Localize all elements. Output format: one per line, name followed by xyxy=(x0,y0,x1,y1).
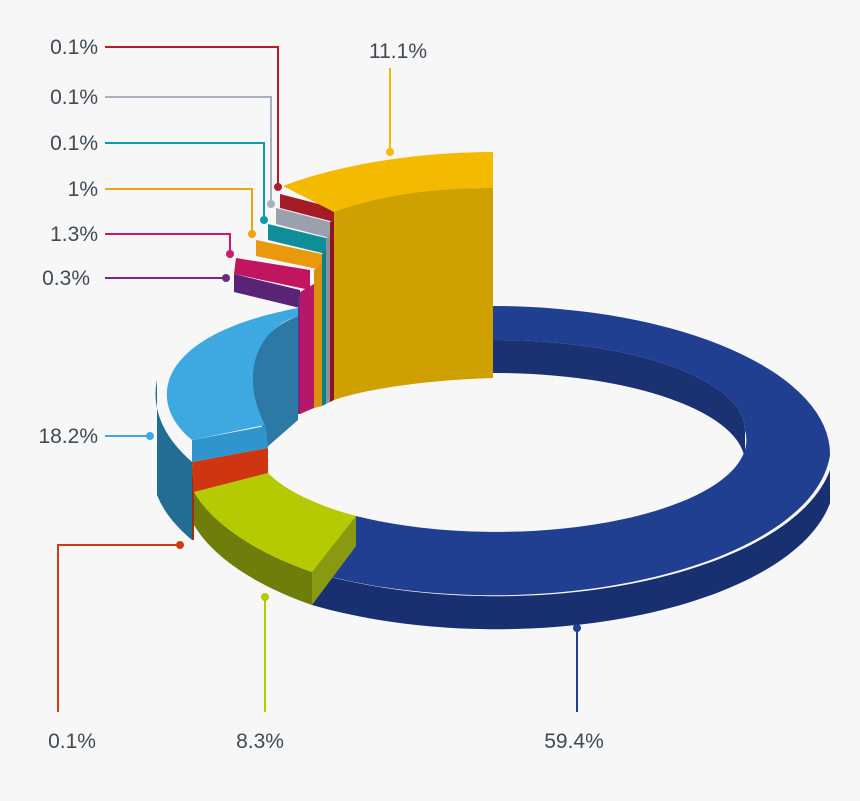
value-label-teal: 0.1% xyxy=(50,132,98,155)
slice-magenta xyxy=(234,258,310,290)
slice-lightblue xyxy=(155,308,298,540)
slice-green xyxy=(194,473,356,605)
callout-line-orange xyxy=(105,188,253,234)
value-label-lightblue: 18.2% xyxy=(38,425,98,448)
slice-blue xyxy=(312,306,831,630)
slice-blue-side-outer xyxy=(312,470,830,630)
slice-orange xyxy=(256,240,322,270)
slice-yellow-side xyxy=(334,188,493,400)
value-label-red: 0.1% xyxy=(48,730,96,753)
value-label-green: 8.3% xyxy=(236,730,284,753)
slice-red-top xyxy=(192,448,268,492)
slice-teal xyxy=(268,224,326,254)
slice-red-side xyxy=(192,462,194,540)
slice-lightblue-inner-wall xyxy=(250,316,298,448)
callout-dot-darkred xyxy=(274,183,282,191)
callout-line-magenta xyxy=(105,233,231,254)
slice-red xyxy=(192,448,268,540)
callout-dot-purple xyxy=(222,274,230,282)
slice-darkred xyxy=(280,194,334,222)
value-label-blue: 59.4% xyxy=(544,730,604,753)
callout-dot-orange xyxy=(248,230,256,238)
slice-green-top xyxy=(194,473,356,572)
slice-lightblue-lip xyxy=(192,426,268,462)
callout-dot-teal xyxy=(260,216,268,224)
slice-green-side xyxy=(194,492,312,605)
slice-blue-inner-wall xyxy=(493,339,745,463)
callout-dot-gray xyxy=(267,200,275,208)
slice-small-stack xyxy=(234,194,334,414)
callout-dot-lightblue xyxy=(146,432,154,440)
slice-yellow xyxy=(283,152,493,400)
callout-line-red xyxy=(57,544,180,712)
callout-dot-red xyxy=(176,541,184,549)
slice-purple xyxy=(234,274,300,308)
value-label-gray: 0.1% xyxy=(50,86,98,109)
slice-green-cut xyxy=(312,516,356,605)
slice-magenta-front xyxy=(300,284,314,414)
value-label-orange: 1% xyxy=(68,178,98,201)
slice-lightblue-top xyxy=(166,308,298,440)
callouts: 59.4% 8.3% 0.1% 18.2% 0.3% 1.3% 1% 0.1% 0.1% 0.1%… xyxy=(38,36,603,753)
slice-gray xyxy=(276,208,330,238)
callout-line-teal xyxy=(105,142,265,220)
value-label-yellow: 11.1% xyxy=(369,40,427,63)
value-label-magenta: 1.3% xyxy=(50,223,98,246)
callout-dot-magenta xyxy=(226,250,234,258)
callout-line-gray xyxy=(105,96,272,204)
slice-darkred-front xyxy=(330,220,334,402)
slice-purple-front xyxy=(298,296,300,414)
callout-line-darkred xyxy=(105,46,279,187)
callout-dot-yellow xyxy=(386,148,394,156)
callout-dot-green xyxy=(261,593,269,601)
slice-yellow-top xyxy=(283,152,493,212)
slice-gray-front xyxy=(326,236,330,404)
slice-teal-front xyxy=(322,250,326,406)
value-label-purple: 0.3% xyxy=(42,267,90,290)
slice-lightblue-side xyxy=(155,380,192,540)
callout-dot-blue xyxy=(573,624,581,632)
slice-blue-top xyxy=(312,306,831,596)
slice-orange-front xyxy=(314,262,322,408)
value-label-darkred: 0.1% xyxy=(50,36,98,59)
